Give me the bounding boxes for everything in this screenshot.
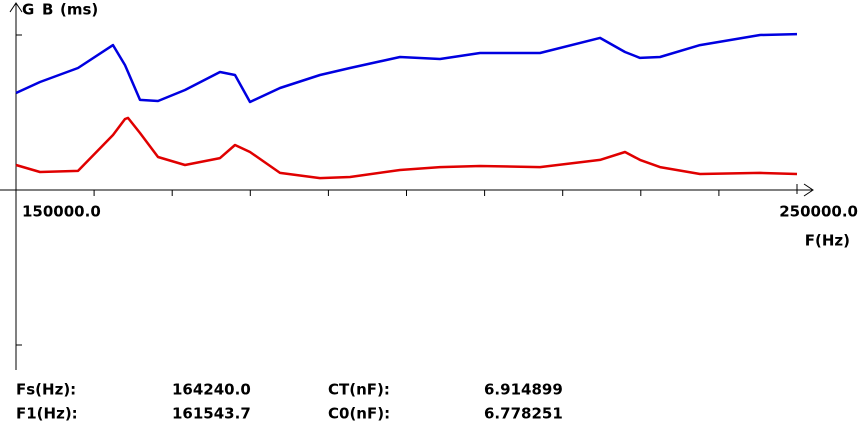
readout-text: 161543.7 [172, 405, 251, 423]
series-line [15, 32, 798, 104]
readout-text: CT(nF): [328, 381, 390, 399]
readout-text: C0(nF): [328, 405, 390, 423]
y-axis-label: (ms) [60, 1, 98, 19]
readout-text: 6.914899 [484, 381, 563, 399]
readout-text: F1(Hz): [16, 405, 78, 423]
x-axis-label: F(Hz) [805, 232, 850, 250]
legend-label: B [42, 1, 53, 19]
x-tick-label: 150000.0 [22, 203, 101, 221]
series-line [15, 116, 798, 180]
readout-text: 164240.0 [172, 381, 251, 399]
x-axis-arrow [803, 183, 814, 197]
y-axis-arrow [9, 2, 23, 13]
readout-text: Fs(Hz): [16, 381, 76, 399]
readout-text: 6.778251 [484, 405, 563, 423]
x-tick-label: 250000.0 [779, 203, 858, 221]
legend-label: G [22, 1, 34, 19]
